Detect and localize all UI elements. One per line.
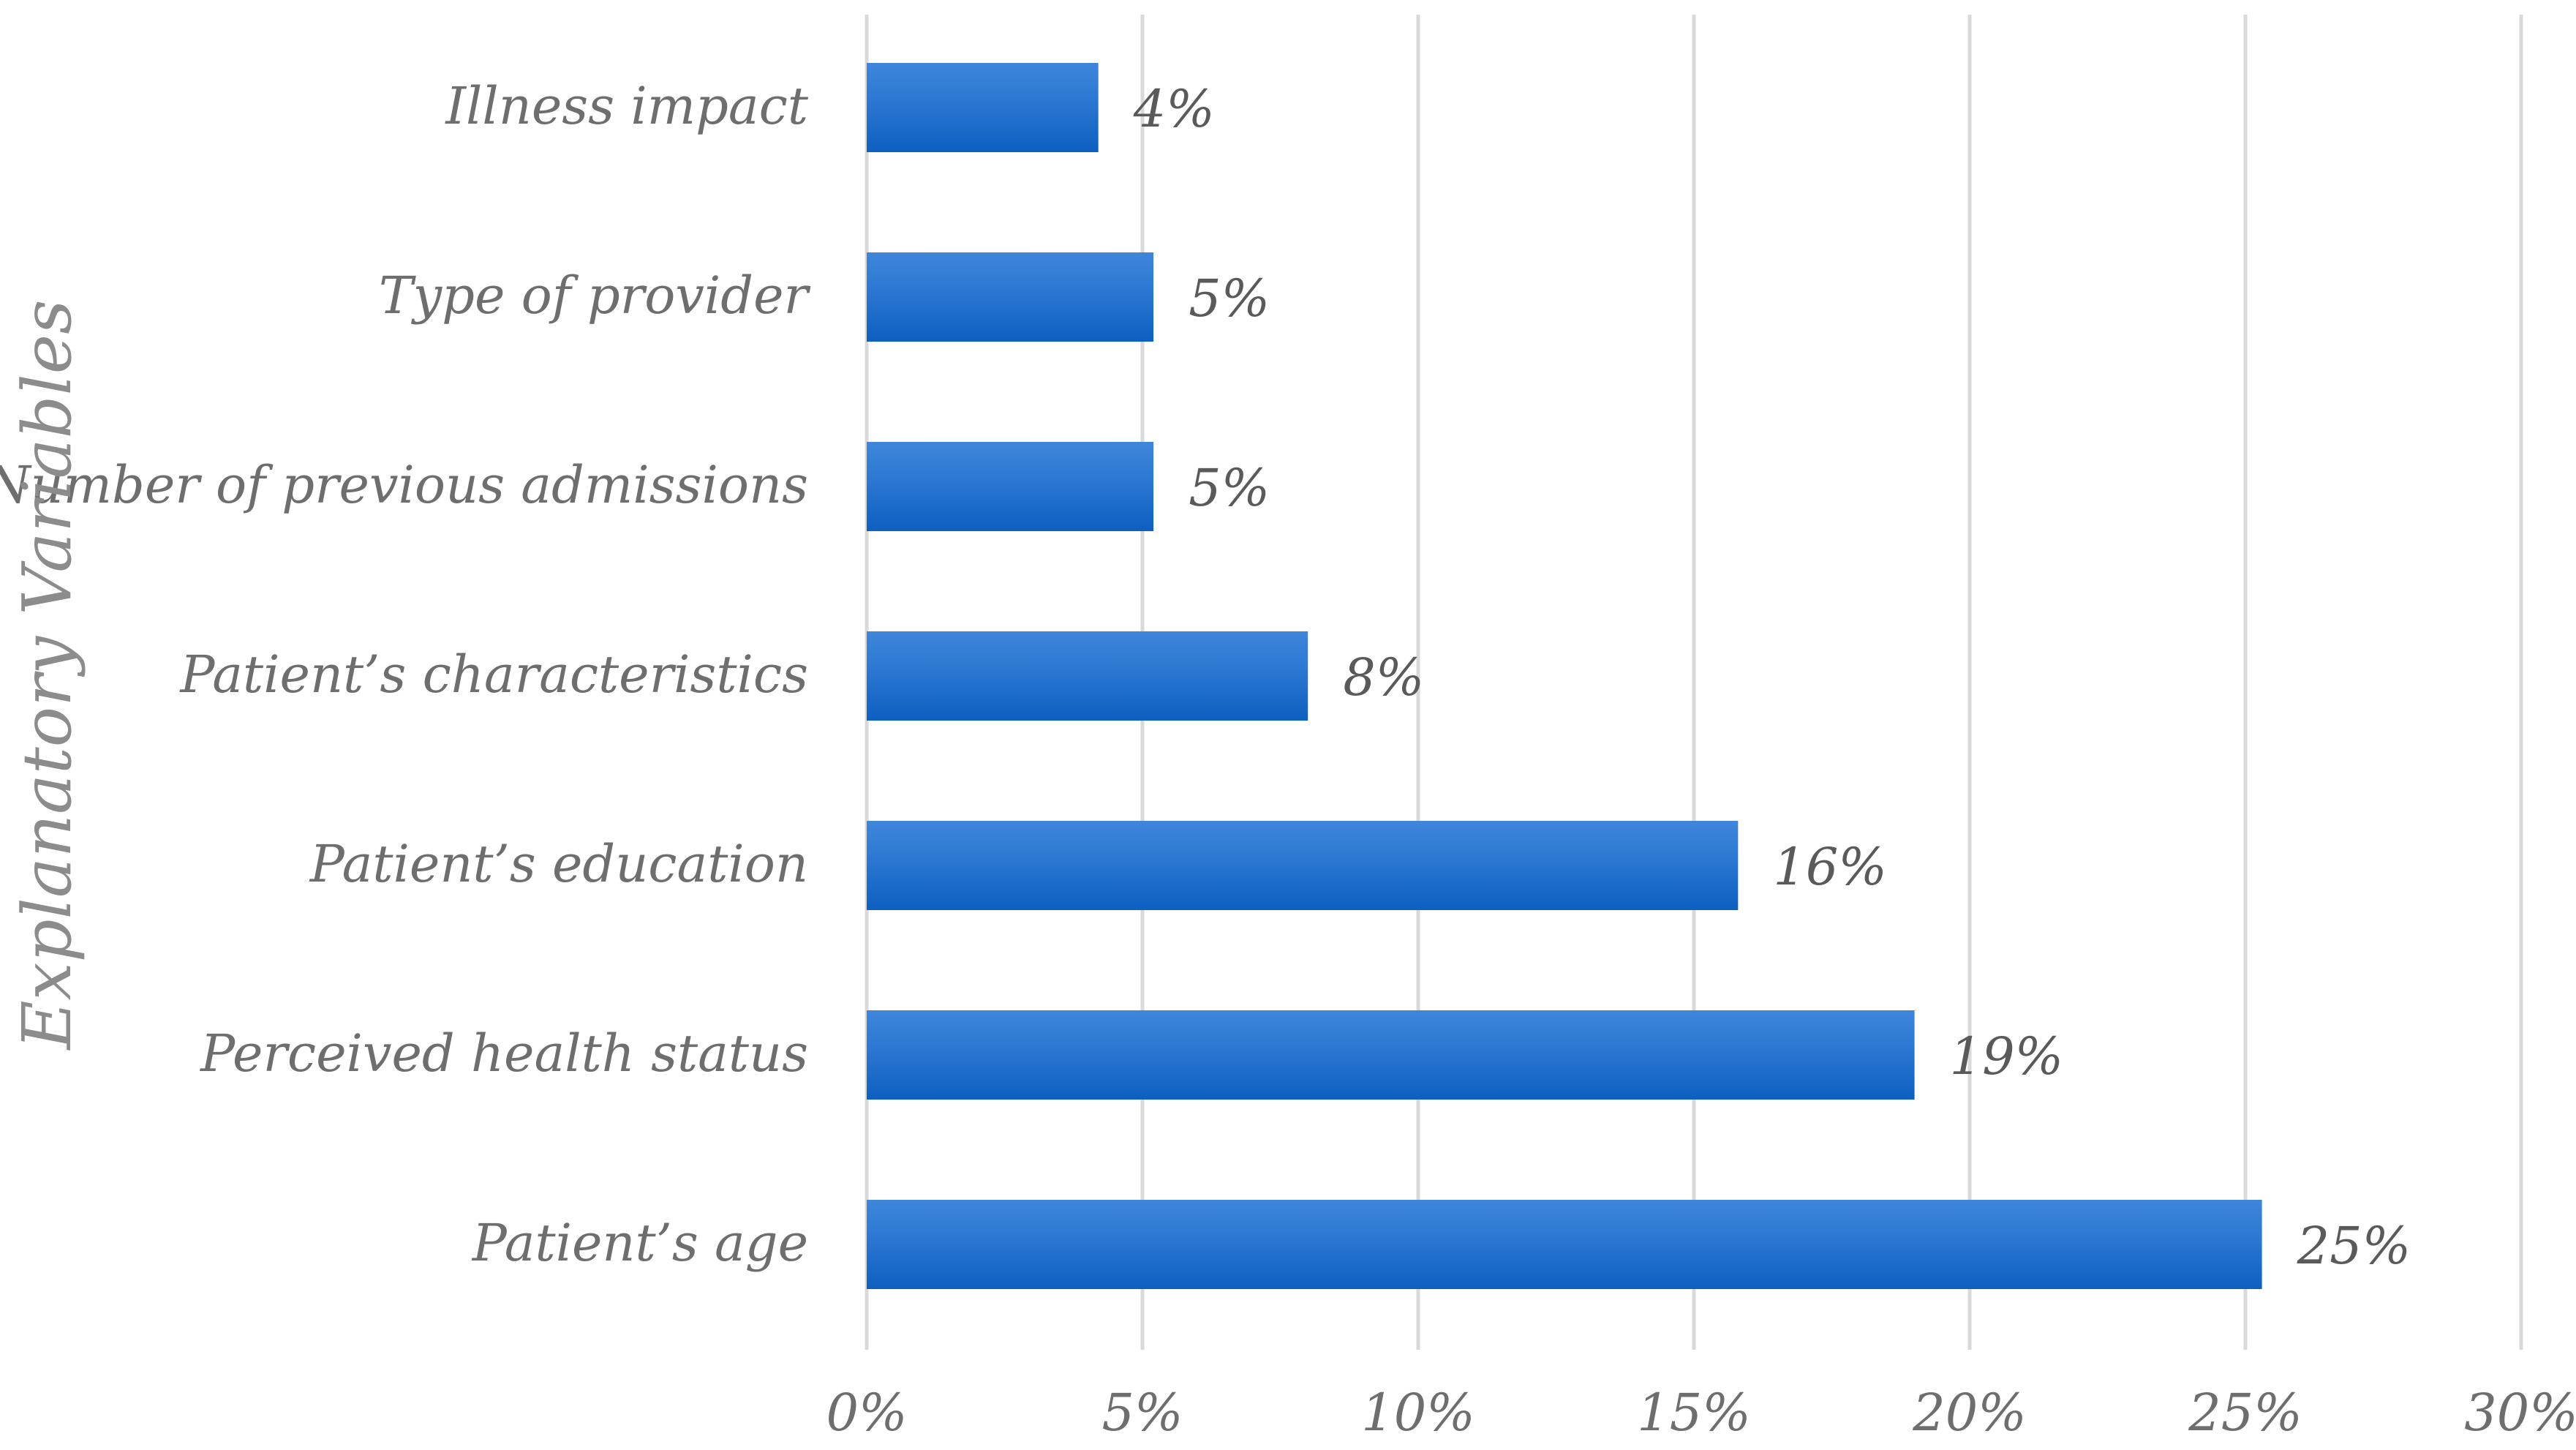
bar-5: [867, 1010, 1915, 1100]
bar-6: [867, 1200, 2262, 1289]
category-label-2: Number of previous admissions: [0, 455, 808, 515]
category-label-3: Patient’s characteristics: [178, 645, 808, 705]
x-tick-label-10: 10%: [1361, 1383, 1475, 1443]
data-label-4: 16%: [1773, 837, 1887, 897]
category-label-1: Type of provider: [379, 266, 811, 326]
bar-0: [867, 63, 1099, 152]
data-label-0: 4%: [1133, 79, 1215, 139]
data-label-6: 25%: [2297, 1216, 2411, 1276]
x-tick-label-5: 5%: [1101, 1383, 1183, 1443]
data-label-2: 5%: [1189, 458, 1270, 518]
gridlines: [865, 15, 2523, 1350]
data-label-1: 5%: [1189, 268, 1270, 328]
bar-4: [867, 821, 1739, 910]
bar-2: [867, 442, 1154, 531]
data-label-3: 8%: [1343, 647, 1424, 707]
x-tick-label-15: 15%: [1637, 1383, 1751, 1443]
bar-1: [867, 252, 1154, 342]
category-label-4: Patient’s education: [309, 834, 808, 894]
x-tick-label-25: 25%: [2188, 1383, 2302, 1443]
data-label-5: 19%: [1950, 1026, 2064, 1086]
x-tick-label-30: 30%: [2464, 1383, 2576, 1443]
category-label-0: Illness impact: [444, 76, 809, 136]
y-axis-title: Explanatory Variables: [8, 300, 86, 1051]
category-labels: Illness impact Type of provider Number of …: [0, 76, 811, 1273]
x-tick-label-0: 0%: [826, 1383, 907, 1443]
data-labels: 4% 5% 5% 8% 16% 19% 25%: [1133, 79, 2411, 1276]
x-tick-label-20: 20%: [1912, 1383, 2027, 1443]
bar-3: [867, 631, 1308, 721]
x-axis-ticks: 0% 5% 10% 15% 20% 25% 30%: [826, 1383, 2576, 1443]
category-label-6: Patient’s age: [471, 1213, 808, 1273]
bars: [867, 63, 2262, 1289]
category-label-5: Perceived health status: [199, 1023, 808, 1083]
